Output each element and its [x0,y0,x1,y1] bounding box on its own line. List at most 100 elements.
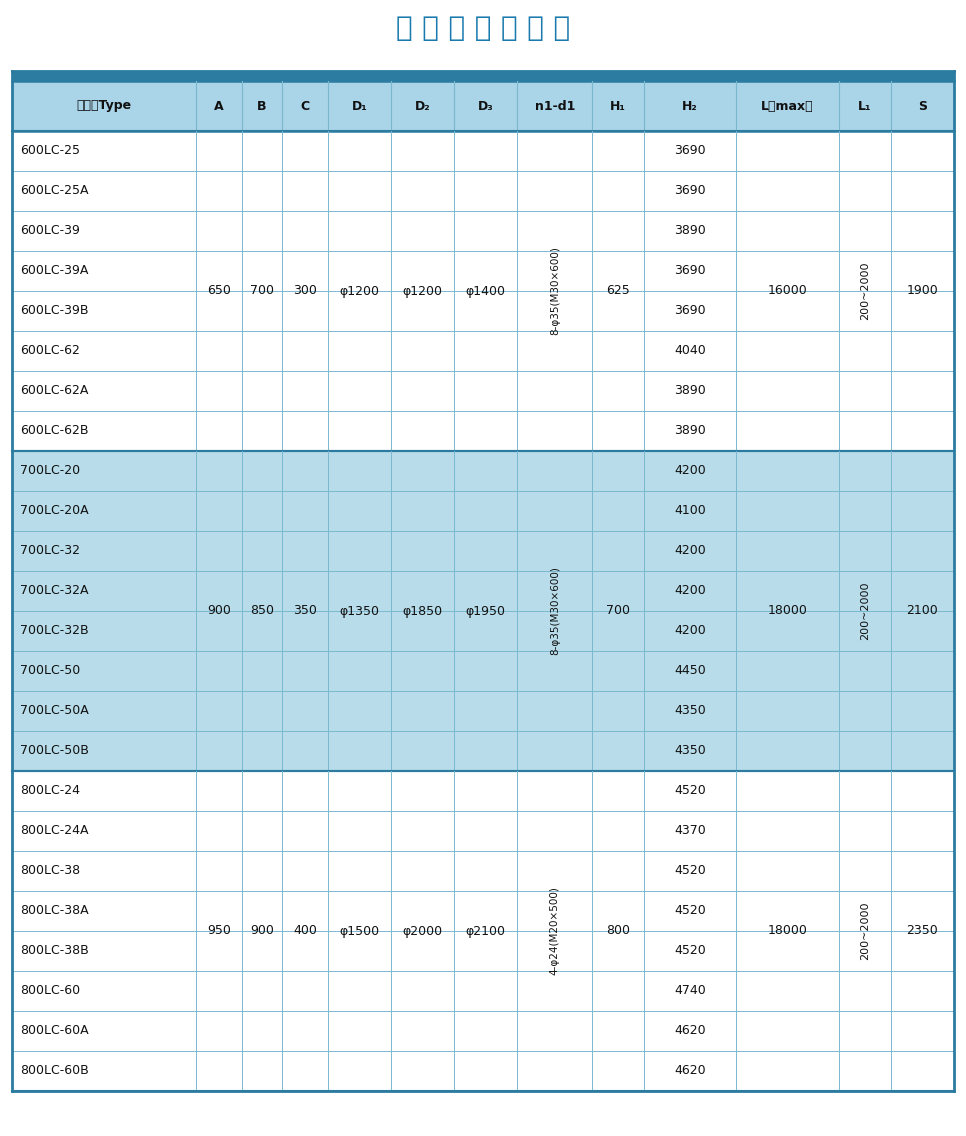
Text: φ1200: φ1200 [403,284,442,298]
Text: 18000: 18000 [768,604,808,618]
Text: 3690: 3690 [674,184,705,198]
Text: 800LC-38B: 800LC-38B [20,944,89,958]
Text: 2100: 2100 [906,604,938,618]
Text: 200~2000: 200~2000 [860,261,870,320]
Text: 800LC-60A: 800LC-60A [20,1025,89,1037]
Text: 4100: 4100 [674,504,705,518]
Text: H₁: H₁ [611,100,626,112]
Text: 16000: 16000 [768,284,808,298]
Text: 4740: 4740 [674,985,705,997]
Text: 8-φ35(M30×600): 8-φ35(M30×600) [550,567,560,655]
Text: 700LC-32: 700LC-32 [20,544,80,558]
Text: L₁: L₁ [858,100,871,112]
Text: φ2100: φ2100 [466,925,506,937]
Text: 700LC-50A: 700LC-50A [20,704,89,718]
Text: 3890: 3890 [674,384,705,398]
Text: 3890: 3890 [674,225,705,237]
Text: 600LC-62A: 600LC-62A [20,384,88,398]
Text: 950: 950 [207,925,231,937]
Text: 4520: 4520 [674,904,705,918]
Text: 3690: 3690 [674,304,705,317]
Text: 700LC-20: 700LC-20 [20,465,80,477]
Text: H₂: H₂ [682,100,697,112]
Text: 200~2000: 200~2000 [860,902,870,960]
Text: 800LC-60: 800LC-60 [20,985,80,997]
Text: 600LC-39B: 600LC-39B [20,304,89,317]
Bar [12,81,954,131]
Text: 400: 400 [293,925,317,937]
Text: 900: 900 [207,604,231,618]
Text: 4200: 4200 [674,585,705,598]
Text: 4350: 4350 [674,704,705,718]
Text: 300: 300 [293,284,317,298]
Text: φ1350: φ1350 [339,604,380,618]
Text: 4450: 4450 [674,665,705,677]
Text: 4200: 4200 [674,544,705,558]
Text: 8-φ35(M30×600): 8-φ35(M30×600) [550,247,560,335]
Text: 4350: 4350 [674,744,705,758]
Text: D₁: D₁ [352,100,367,112]
Text: 4-φ24(M20×500): 4-φ24(M20×500) [550,886,560,976]
Text: 700LC-50: 700LC-50 [20,665,80,677]
Text: 3890: 3890 [674,425,705,437]
Text: 800: 800 [606,925,630,937]
Text: 4200: 4200 [674,465,705,477]
Text: 200~2000: 200~2000 [860,582,870,641]
Text: D₂: D₂ [414,100,431,112]
Text: 700LC-20A: 700LC-20A [20,504,89,518]
Text: 850: 850 [250,604,273,618]
Text: 600LC-62B: 600LC-62B [20,425,89,437]
Text: 泵型号Type: 泵型号Type [76,100,131,112]
Text: φ1950: φ1950 [466,604,506,618]
Text: 350: 350 [293,604,317,618]
Text: 600LC-25: 600LC-25 [20,144,80,158]
Text: 625: 625 [606,284,630,298]
Text: 700LC-50B: 700LC-50B [20,744,89,758]
Text: A: A [213,100,223,112]
Text: 700: 700 [250,284,273,298]
Text: 700LC-32A: 700LC-32A [20,585,89,598]
Text: 18000: 18000 [768,925,808,937]
Text: 4620: 4620 [674,1064,705,1078]
Bar [12,70,954,81]
Text: 700LC-32B: 700LC-32B [20,625,89,637]
Bar [12,131,954,451]
Bar [12,451,954,771]
Text: 2350: 2350 [906,925,938,937]
Text: 4520: 4520 [674,944,705,958]
Text: B: B [257,100,267,112]
Text: 600LC-25A: 600LC-25A [20,184,89,198]
Text: 800LC-60B: 800LC-60B [20,1064,89,1078]
Bar [12,131,954,134]
Text: φ1200: φ1200 [339,284,380,298]
Text: 4370: 4370 [674,825,705,837]
Text: 900: 900 [250,925,273,937]
Text: φ1850: φ1850 [403,604,442,618]
Text: S: S [918,100,927,112]
Text: D₃: D₃ [478,100,494,112]
Text: 4520: 4520 [674,785,705,797]
Text: 3690: 3690 [674,265,705,277]
Text: φ2000: φ2000 [403,925,442,937]
Text: 1900: 1900 [906,284,938,298]
Text: n1-d1: n1-d1 [534,100,575,112]
Text: C: C [300,100,309,112]
Text: 4040: 4040 [674,344,705,358]
Text: 600LC-39A: 600LC-39A [20,265,88,277]
Text: 3690: 3690 [674,144,705,158]
Text: 4520: 4520 [674,864,705,877]
Text: 700: 700 [606,604,630,618]
Text: 600LC-39: 600LC-39 [20,225,80,237]
Text: 外 形 安 装 尺 寸 表: 外 形 安 装 尺 寸 表 [396,14,570,42]
Text: 650: 650 [207,284,231,298]
Text: L（max）: L（max） [761,100,813,112]
Text: φ1400: φ1400 [466,284,506,298]
Text: 800LC-24: 800LC-24 [20,785,80,797]
Text: φ1500: φ1500 [339,925,380,937]
Text: 600LC-62: 600LC-62 [20,344,80,358]
Text: 800LC-38A: 800LC-38A [20,904,89,918]
Bar [12,771,954,1091]
Text: 800LC-24A: 800LC-24A [20,825,89,837]
Text: 4620: 4620 [674,1025,705,1037]
Text: 800LC-38: 800LC-38 [20,864,80,877]
